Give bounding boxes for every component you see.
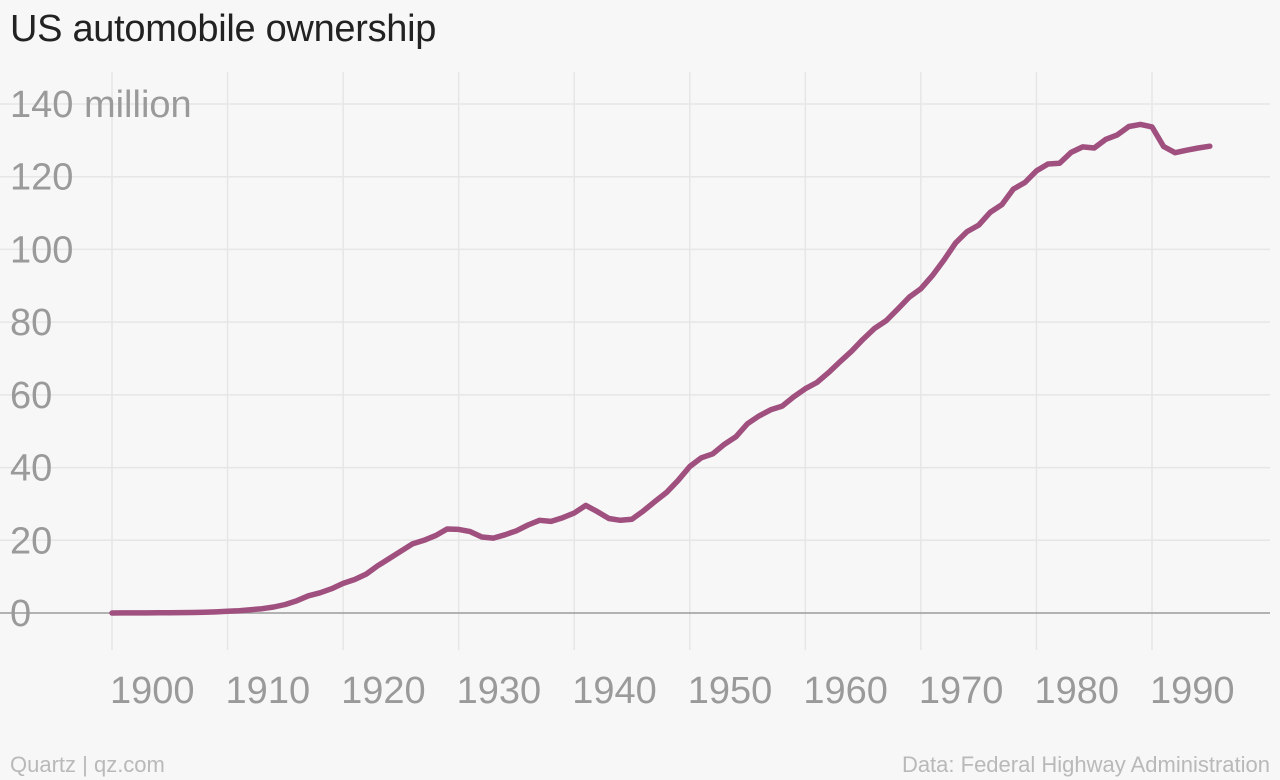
y-tick-label-100: 100	[10, 229, 73, 271]
y-axis-labels: 0 20 40 60 80 100 120 140 million	[10, 84, 192, 635]
y-tick-label-60: 60	[10, 375, 52, 417]
footer-source-right: Data: Federal Highway Administration	[901, 752, 1270, 777]
y-tick-label-120: 120	[10, 157, 73, 199]
gridlines	[0, 72, 1270, 650]
x-tick-label-1920: 1920	[341, 670, 426, 712]
x-tick-label-1990: 1990	[1150, 670, 1235, 712]
series-line-0	[109, 121, 1213, 616]
y-tick-label-140: 140 million	[10, 84, 192, 126]
x-tick-label-1900: 1900	[110, 670, 195, 712]
x-tick-label-1950: 1950	[688, 670, 773, 712]
chart-title: US automobile ownership	[10, 8, 437, 50]
series-lines	[109, 121, 1213, 616]
x-tick-label-1970: 1970	[919, 670, 1004, 712]
x-tick-label-1960: 1960	[803, 670, 888, 712]
x-tick-label-1930: 1930	[457, 670, 542, 712]
y-tick-label-20: 20	[10, 520, 52, 562]
x-axis-labels: 1900 1910 1920 1930 1940 1950 1960 1970 1980 1990	[110, 670, 1235, 712]
x-tick-label-1910: 1910	[226, 670, 311, 712]
x-tick-label-1980: 1980	[1034, 670, 1119, 712]
footer-source-left[interactable]: Quartz | qz.com	[10, 752, 165, 777]
y-tick-label-40: 40	[10, 448, 52, 490]
y-tick-label-0: 0	[10, 593, 31, 635]
x-tick-label-1940: 1940	[572, 670, 657, 712]
y-tick-label-80: 80	[10, 302, 52, 344]
